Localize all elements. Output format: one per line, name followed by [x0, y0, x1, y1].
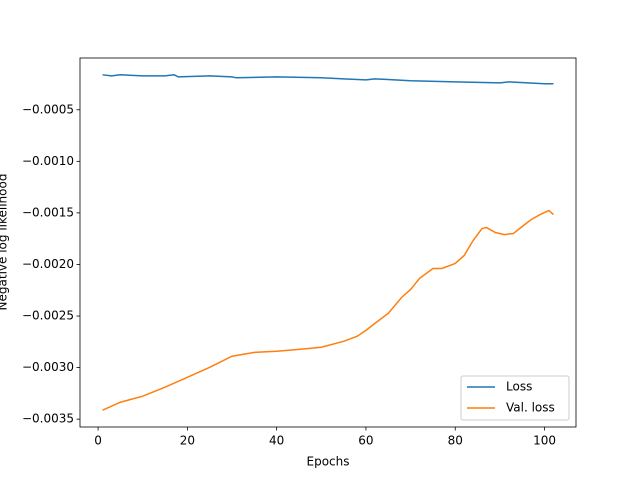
y-tick-label: −0.0005	[22, 102, 74, 116]
plot-frame	[79, 57, 577, 428]
y-tick-label: −0.0010	[22, 154, 74, 168]
y-axis-label: Negative log likelihood	[0, 174, 10, 311]
x-tick-label: 100	[533, 434, 556, 448]
x-tick-label: 40	[269, 434, 284, 448]
line-series	[102, 74, 554, 85]
x-tick-label: 0	[94, 434, 102, 448]
y-tick-label: −0.0020	[22, 257, 74, 271]
y-tick-label: −0.0035	[22, 412, 74, 426]
legend-label: Loss	[506, 380, 532, 394]
line-series	[102, 209, 554, 411]
x-tick-label: 20	[180, 434, 195, 448]
y-tick-label: −0.0030	[22, 360, 74, 374]
y-tick-label: −0.0025	[22, 309, 74, 323]
x-tick-label: 60	[358, 434, 373, 448]
x-axis-label: Epochs	[307, 455, 350, 469]
y-tick-label: −0.0015	[22, 205, 74, 219]
x-tick-label: 80	[448, 434, 463, 448]
legend-label: Val. loss	[506, 401, 555, 415]
